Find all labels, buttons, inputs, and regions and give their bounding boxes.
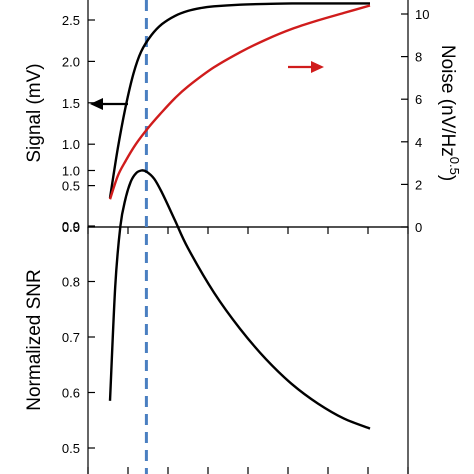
bottom-left-tick-label: 0.6 [62, 386, 80, 401]
top-right-tick-label: 2 [415, 177, 422, 192]
top-right-tick-label: 6 [415, 92, 422, 107]
series-layer [108, 0, 371, 474]
signal-series-line [108, 2, 370, 199]
right-axis-arrow [288, 61, 324, 73]
bottom-left-tick-label: 0.8 [62, 275, 80, 290]
noise-series-line [108, 4, 371, 200]
top-right-tick-label: 0 [415, 220, 422, 235]
top-right-axis: 0 2 4 6 8 10 [401, 7, 429, 235]
bottom-panel-frame [87, 226, 409, 474]
top-right-tick-label: 10 [415, 7, 429, 22]
top-left-tick-label: 0.0 [62, 220, 80, 235]
bottom-left-tick-label: 1.0 [62, 164, 80, 179]
bottom-left-tick-label: 0.7 [62, 330, 80, 345]
bottom-left-axis: 0.5 0.6 0.7 0.8 0.9 1.0 [62, 164, 95, 456]
left-axis-arrow [90, 98, 128, 110]
top-right-tick-label: 4 [415, 135, 422, 150]
x-axis-ticks [87, 227, 409, 474]
top-left-tick-label: 0.5 [62, 179, 80, 194]
top-left-tick-label: 2.5 [62, 13, 80, 28]
top-left-axis-title: Signal (mV) [24, 63, 45, 162]
top-left-tick-label: 1.0 [62, 137, 80, 152]
bottom-left-axis-title: Normalized SNR [24, 269, 45, 410]
top-left-tick-label: 2.0 [62, 54, 80, 69]
top-panel-frame [87, 0, 409, 228]
bottom-left-tick-label: 0.9 [62, 219, 80, 234]
top-right-axis-title: Noise (nV/Hz0.5) [437, 45, 462, 181]
bottom-left-tick-label: 0.5 [62, 441, 80, 456]
top-left-tick-label: 1.5 [62, 96, 80, 111]
snr-series-line [108, 169, 371, 430]
top-right-tick-label: 8 [415, 50, 422, 65]
top-left-axis: 0.00.51.01.52.02.5 [62, 13, 95, 235]
